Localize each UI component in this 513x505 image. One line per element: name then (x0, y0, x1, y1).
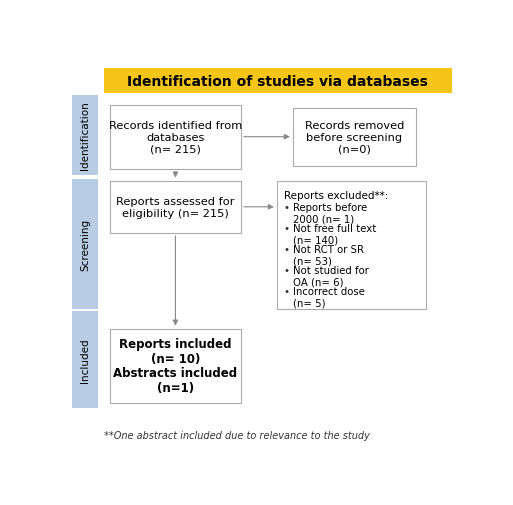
FancyBboxPatch shape (277, 181, 426, 310)
Text: Records removed
before screening
(n=0): Records removed before screening (n=0) (305, 121, 404, 154)
Text: Identification: Identification (80, 101, 90, 170)
Text: **One abstract included due to relevance to the study: **One abstract included due to relevance… (104, 430, 370, 440)
FancyBboxPatch shape (104, 69, 452, 93)
Text: Not free full text
(n= 140): Not free full text (n= 140) (293, 224, 376, 245)
FancyBboxPatch shape (110, 329, 241, 403)
FancyBboxPatch shape (110, 106, 241, 170)
Text: (n= 10): (n= 10) (151, 352, 200, 365)
Text: •: • (284, 203, 290, 213)
Text: •: • (284, 266, 290, 276)
Text: Reports excluded**:: Reports excluded**: (284, 191, 388, 201)
Text: Screening: Screening (80, 218, 90, 270)
FancyBboxPatch shape (110, 181, 241, 234)
Text: Reports before
2000 (n= 1): Reports before 2000 (n= 1) (293, 203, 367, 224)
FancyBboxPatch shape (72, 95, 98, 175)
FancyBboxPatch shape (293, 109, 416, 166)
Text: •: • (284, 224, 290, 233)
FancyBboxPatch shape (72, 179, 98, 310)
Text: Abstracts included: Abstracts included (113, 367, 238, 380)
Text: Incorrect dose
(n= 5): Incorrect dose (n= 5) (293, 286, 365, 308)
Text: Not RCT or SR
(n= 53): Not RCT or SR (n= 53) (293, 244, 364, 266)
FancyBboxPatch shape (72, 312, 98, 409)
Text: Records identified from
databases
(n= 215): Records identified from databases (n= 21… (109, 121, 242, 154)
Text: •: • (284, 244, 290, 255)
Text: Reports assessed for
eligibility (n= 215): Reports assessed for eligibility (n= 215… (116, 196, 234, 218)
Text: Not studied for
OA (n= 6): Not studied for OA (n= 6) (293, 266, 369, 287)
Text: (n=1): (n=1) (157, 381, 194, 394)
Text: •: • (284, 286, 290, 296)
Text: Included: Included (80, 338, 90, 382)
Text: Reports included: Reports included (119, 337, 232, 350)
Text: Identification of studies via databases: Identification of studies via databases (127, 74, 428, 88)
